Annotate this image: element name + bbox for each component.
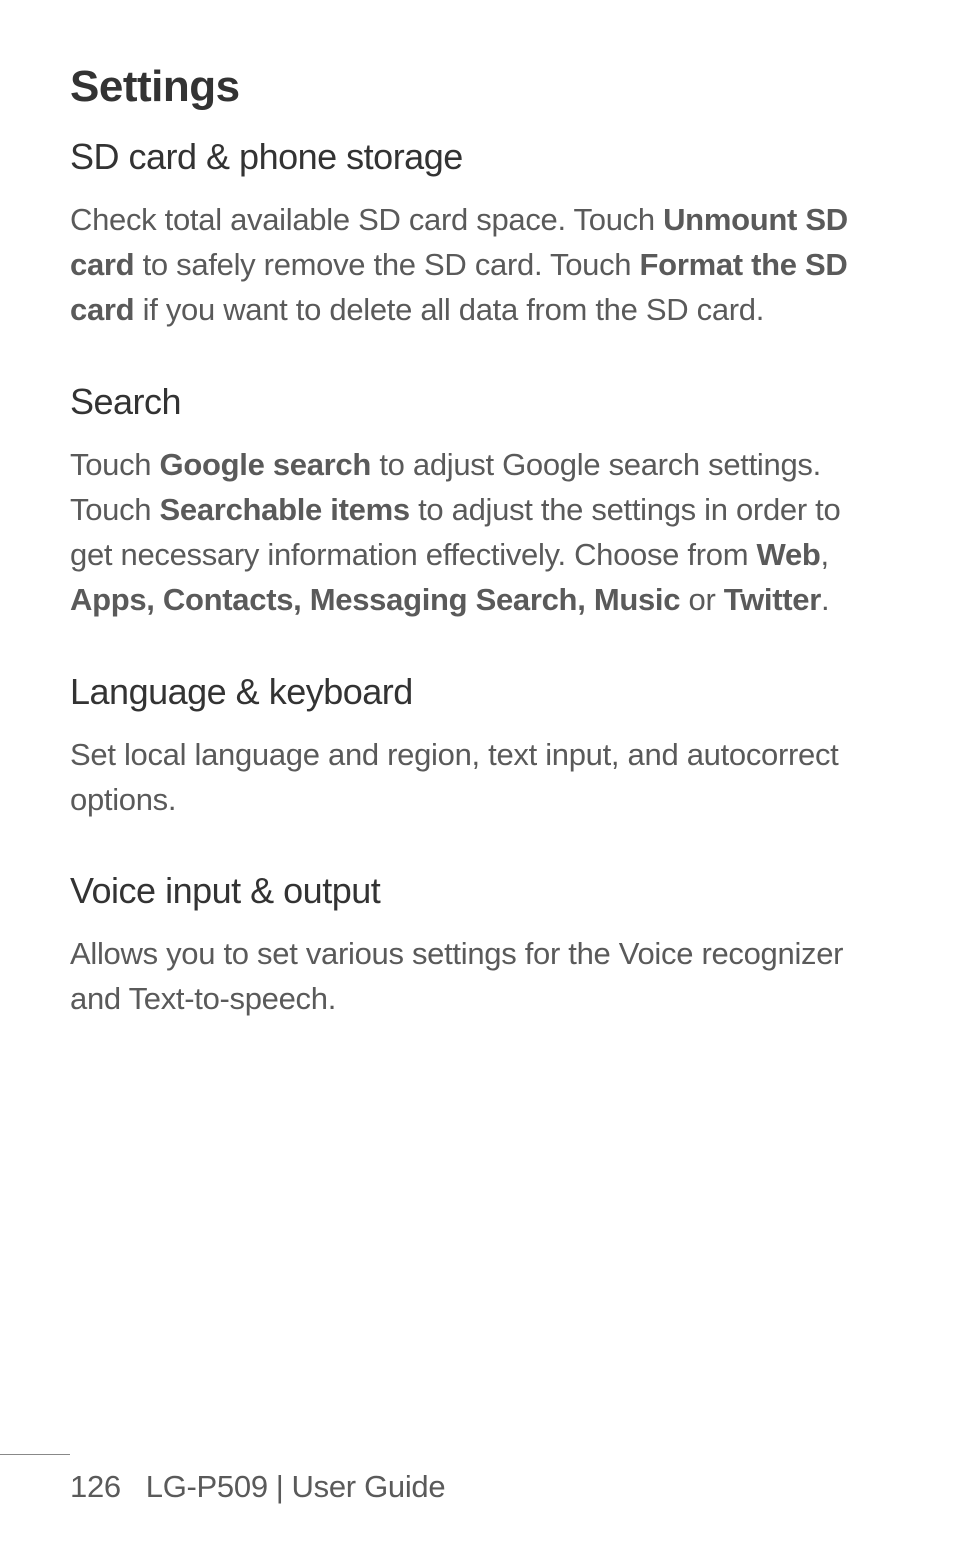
- section-sd-storage: SD card & phone storage Check total avai…: [70, 136, 884, 333]
- paragraph-sd: Check total available SD card space. Tou…: [70, 198, 884, 333]
- footer-rule: [0, 1454, 70, 1455]
- paragraph-search-1: Touch Google search to adjust Google sea…: [70, 443, 884, 488]
- section-voice: Voice input & output Allows you to set v…: [70, 870, 884, 1022]
- text: to adjust Google search settings.: [371, 447, 821, 482]
- text: if you want to delete all data from the …: [134, 292, 764, 327]
- page-title: Settings: [70, 62, 884, 112]
- text: to safely remove the SD card. Touch: [134, 247, 639, 282]
- page-footer: 126 LG-P509|User Guide: [0, 1454, 954, 1505]
- bold-google-search: Google search: [160, 447, 371, 482]
- section-search: Search Touch Google search to adjust Goo…: [70, 381, 884, 623]
- heading-search: Search: [70, 381, 884, 423]
- heading-language: Language & keyboard: [70, 671, 884, 713]
- footer-divider: |: [276, 1469, 284, 1505]
- text: Touch: [70, 492, 160, 527]
- paragraph-search-2: Touch Searchable items to adjust the set…: [70, 488, 884, 623]
- heading-sd-storage: SD card & phone storage: [70, 136, 884, 178]
- page-content: Settings SD card & phone storage Check t…: [0, 0, 954, 1022]
- text: or: [680, 582, 724, 617]
- bold-searchable-items: Searchable items: [160, 492, 410, 527]
- footer-model: LG-P509: [146, 1469, 268, 1504]
- text: Check total available SD card space. Tou…: [70, 202, 663, 237]
- heading-voice: Voice input & output: [70, 870, 884, 912]
- page-number: 126: [70, 1469, 121, 1504]
- bold-web: Web: [757, 537, 821, 572]
- text: ,: [821, 537, 829, 572]
- bold-apps-list: Apps, Contacts, Messaging Search, Music: [70, 582, 680, 617]
- section-language-keyboard: Language & keyboard Set local language a…: [70, 671, 884, 823]
- text: Touch: [70, 447, 160, 482]
- text: .: [821, 582, 829, 617]
- footer-guide: User Guide: [292, 1469, 446, 1504]
- bold-twitter: Twitter: [724, 582, 821, 617]
- paragraph-language: Set local language and region, text inpu…: [70, 733, 884, 823]
- footer-text: 126 LG-P509|User Guide: [0, 1469, 954, 1505]
- paragraph-voice: Allows you to set various settings for t…: [70, 932, 884, 1022]
